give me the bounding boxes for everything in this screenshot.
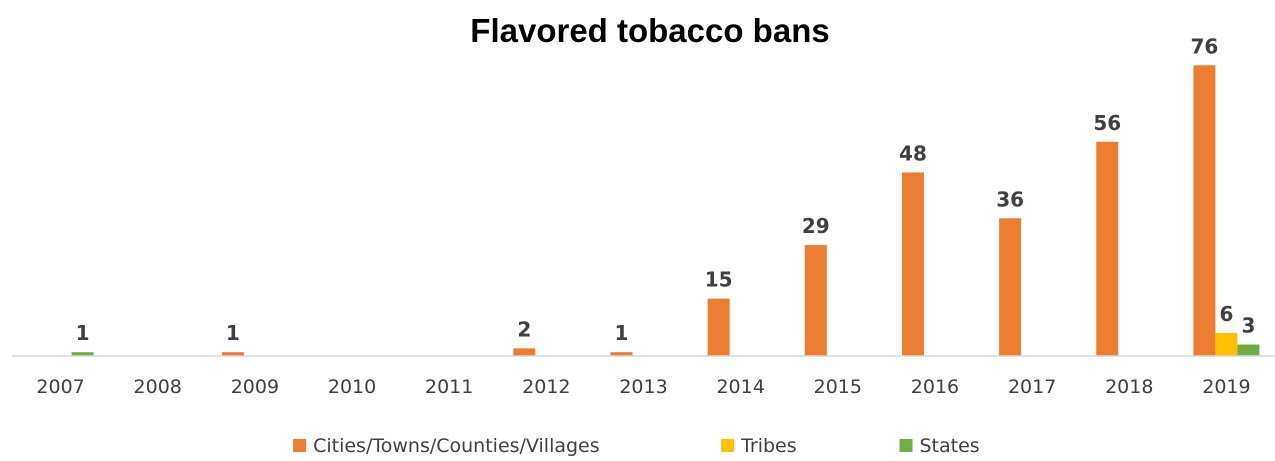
x-tick-label-2008: 2008 bbox=[134, 376, 182, 398]
legend-item-cities-towns-counties-villages: Cities/Towns/Counties/Villages bbox=[293, 435, 600, 457]
data-label-cities-towns-counties-villages-2018: 56 bbox=[1093, 111, 1121, 135]
data-label-cities-towns-counties-villages-2015: 29 bbox=[802, 214, 830, 238]
data-label-cities-towns-counties-villages-2019: 76 bbox=[1190, 34, 1218, 58]
legend-label-states: States bbox=[920, 435, 980, 457]
x-tick-label-2019: 2019 bbox=[1202, 376, 1250, 398]
x-tick-label-2012: 2012 bbox=[522, 376, 570, 398]
bar-cities-towns-counties-villages-2009 bbox=[221, 352, 244, 357]
bar-states-2019 bbox=[1237, 344, 1260, 356]
data-label-cities-towns-counties-villages-2016: 48 bbox=[899, 141, 927, 165]
bar-cities-towns-counties-villages-2013 bbox=[610, 352, 633, 357]
legend-label-cities-towns-counties-villages: Cities/Towns/Counties/Villages bbox=[313, 435, 600, 457]
legend-swatch-cities-towns-counties-villages bbox=[293, 439, 307, 452]
x-tick-label-2017: 2017 bbox=[1008, 376, 1056, 398]
data-label-cities-towns-counties-villages-2017: 36 bbox=[996, 187, 1024, 211]
legend-swatch-tribes bbox=[721, 439, 735, 452]
x-tick-label-2014: 2014 bbox=[716, 376, 764, 398]
legend-label-tribes: Tribes bbox=[740, 435, 797, 457]
x-tick-label-2011: 2011 bbox=[425, 376, 473, 398]
bar-tribes-2019 bbox=[1215, 333, 1238, 356]
x-tick-label-2013: 2013 bbox=[619, 376, 667, 398]
data-label-cities-towns-counties-villages-2014: 15 bbox=[705, 268, 733, 292]
legend-item-tribes: Tribes bbox=[721, 435, 797, 457]
bar-cities-towns-counties-villages-2015 bbox=[804, 245, 827, 356]
x-tick-label-2007: 2007 bbox=[36, 376, 84, 398]
data-label-cities-towns-counties-villages-2013: 1 bbox=[615, 321, 629, 345]
x-tick-label-2010: 2010 bbox=[328, 376, 376, 398]
data-label-cities-towns-counties-villages-2012: 2 bbox=[517, 317, 531, 341]
bar-cities-towns-counties-villages-2017 bbox=[999, 218, 1022, 356]
bar-states-2007 bbox=[71, 352, 94, 357]
x-tick-label-2009: 2009 bbox=[231, 376, 279, 398]
bar-cities-towns-counties-villages-2016 bbox=[901, 172, 924, 356]
x-tick-label-2016: 2016 bbox=[911, 376, 959, 398]
bar-cities-towns-counties-villages-2018 bbox=[1096, 141, 1119, 356]
data-label-states-2007: 1 bbox=[76, 321, 90, 345]
legend: Cities/Towns/Counties/Villages Tribes Stat… bbox=[293, 435, 980, 457]
bars-group bbox=[71, 65, 1260, 357]
data-label-cities-towns-counties-villages-2009: 1 bbox=[226, 321, 240, 345]
data-label-tribes-2019: 6 bbox=[1219, 302, 1233, 326]
x-tick-label-2018: 2018 bbox=[1105, 376, 1153, 398]
bar-cities-towns-counties-villages-2014 bbox=[707, 298, 730, 357]
x-tick-label-2015: 2015 bbox=[814, 376, 862, 398]
bar-cities-towns-counties-villages-2012 bbox=[513, 348, 536, 356]
x-axis-ticks: 2007 2008 2009 2010 2011 2012 2013 2014 2015 2016… bbox=[36, 376, 1250, 398]
chart-title: Flavored tobacco bans bbox=[470, 12, 829, 49]
bar-cities-towns-counties-villages-2019 bbox=[1193, 65, 1216, 357]
data-labels-group: 1 1 2 1 15 29 48 36 56 76 6 3 bbox=[76, 34, 1256, 345]
legend-swatch-states bbox=[899, 439, 913, 452]
data-label-states-2019: 3 bbox=[1241, 314, 1255, 338]
legend-item-states: States bbox=[899, 435, 980, 457]
